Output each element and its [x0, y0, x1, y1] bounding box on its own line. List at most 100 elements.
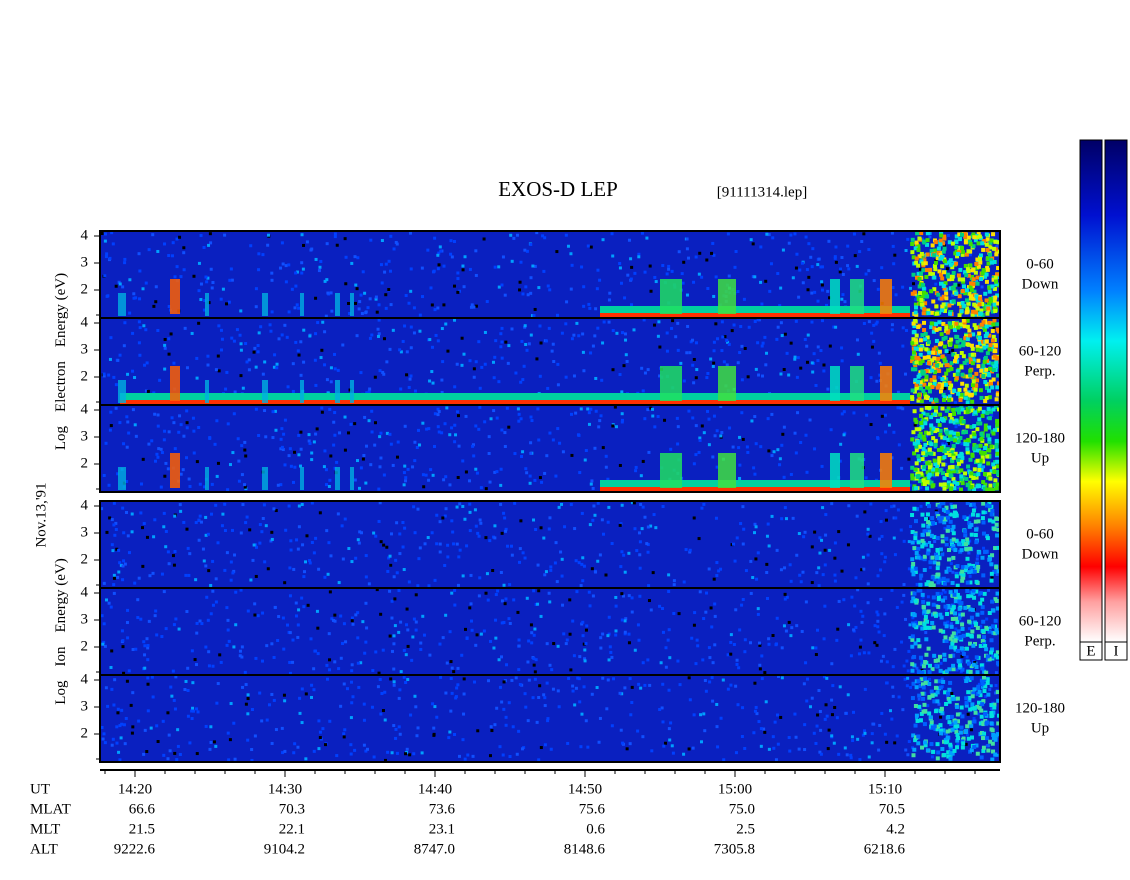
spectrogram-pixel [461, 505, 464, 508]
spectrogram-pixel [935, 364, 939, 368]
spectrogram-pixel [825, 677, 828, 680]
spectrogram-pixel [594, 377, 597, 380]
spectrogram-pixel [970, 393, 974, 397]
spectrogram-pixel [779, 457, 782, 460]
spectrogram-pixel [147, 683, 150, 686]
spectrogram-pixel [465, 470, 468, 473]
spectrogram-pixel [968, 263, 972, 267]
spectrogram-pixel [217, 462, 220, 465]
spectrogram-pixel [111, 543, 114, 546]
spectrogram-pixel [630, 266, 633, 269]
spectrogram-pixel [591, 519, 594, 522]
spectrogram-pixel [721, 335, 724, 338]
spectrogram-pixel [508, 583, 511, 586]
spectrogram-pixel [922, 664, 926, 668]
spectrogram-pixel [328, 479, 331, 482]
spectrogram-pixel [946, 275, 950, 279]
spectrogram-pixel [908, 567, 911, 570]
spectrogram-pixel [899, 406, 902, 409]
spectrogram-pixel [500, 655, 503, 658]
spectrogram-pixel [922, 311, 926, 315]
spectrogram-pixel [932, 595, 936, 599]
spectrogram-pixel [803, 723, 806, 726]
spectrogram-pixel [267, 234, 270, 237]
spectrogram-pixel [854, 254, 857, 257]
spectrogram-pixel [277, 484, 280, 487]
spectrogram-pixel [313, 650, 316, 653]
spectrogram-pixel [406, 628, 409, 631]
spectrogram-pixel [919, 298, 923, 302]
spectrogram-pixel [150, 727, 153, 730]
spectrogram-pixel [911, 634, 915, 638]
spectrogram-pixel [966, 483, 970, 487]
spectrogram-pixel [935, 339, 939, 343]
spectrogram-burst [118, 293, 126, 316]
spectrogram-pixel [863, 651, 866, 654]
spectrogram-pixel [950, 692, 953, 695]
spectrogram-pixel [780, 568, 783, 571]
spectrogram-pixel [578, 561, 581, 564]
spectrogram-pixel [928, 670, 932, 674]
spectrogram-pixel [134, 423, 137, 426]
spectrogram-pixel [424, 542, 427, 545]
spectrogram-pixel [146, 361, 149, 364]
spectrogram-pixel [693, 516, 696, 519]
spectrogram-pixel [837, 530, 840, 533]
spectrogram-pixel [711, 700, 714, 703]
spectrogram-pixel [872, 723, 875, 726]
spectrogram-pixel [512, 598, 515, 601]
spectrogram-pixel [154, 610, 157, 613]
spectrogram-pixel [382, 373, 385, 376]
spectrogram-pixel [930, 249, 934, 253]
spectrogram-pixel [672, 752, 675, 755]
spectrogram-pixel [933, 412, 937, 416]
spectrogram-pixel [988, 611, 992, 615]
spectrogram-pixel [959, 636, 963, 640]
spectrogram-pixel [195, 357, 198, 360]
spectrogram-pixel [581, 556, 584, 559]
spectrogram-pixel [926, 413, 930, 417]
spectrogram-pixel [228, 279, 231, 282]
spectrogram-pixel [931, 521, 935, 525]
spectrogram-pixel [268, 703, 271, 706]
spectrogram-pixel [141, 526, 144, 529]
spectrogram-pixel [642, 506, 645, 509]
spectrogram-pixel [439, 543, 442, 546]
spectrogram-pixel [923, 660, 927, 664]
spectrogram-pixel [240, 349, 243, 352]
spectrogram-pixel [314, 359, 317, 362]
spectrogram-pixel [329, 590, 332, 593]
spectrogram-pixel [627, 552, 630, 555]
spectrogram-pixel [729, 684, 732, 687]
spectrogram-pixel [197, 519, 200, 522]
spectrogram-pixel [356, 334, 359, 337]
spectrogram-pixel [990, 684, 993, 687]
spectrogram-pixel [982, 746, 986, 750]
spectrogram-pixel [444, 614, 447, 617]
spectrogram-pixel [635, 549, 638, 552]
spectrogram-pixel [330, 291, 333, 294]
spectrogram-pixel [820, 280, 823, 283]
spectrogram-pixel [333, 660, 336, 663]
spectrogram-pixel [504, 341, 507, 344]
spectrogram-pixel [967, 329, 971, 333]
spectrogram-pixel [929, 583, 933, 587]
spectrogram-pixel [290, 549, 293, 552]
spectrogram-pixel [412, 505, 415, 508]
spectrogram-pixel [714, 434, 717, 437]
spectrogram-pixel [480, 633, 483, 636]
spectrogram-pixel [916, 474, 920, 478]
spectrogram-pixel [811, 545, 814, 548]
spectrogram-pixel [737, 290, 740, 293]
spectrogram-pixel [935, 428, 939, 432]
spectrogram-pixel [270, 642, 273, 645]
spectrogram-pixel [510, 545, 513, 548]
spectrogram-pixel [474, 508, 477, 511]
spectrogram-pixel [351, 695, 354, 698]
spectrogram-pixel [499, 484, 502, 487]
spectrogram-pixel [151, 233, 154, 236]
spectrogram-pixel [926, 512, 930, 516]
panel-bg [100, 501, 1000, 588]
spectrogram-pixel [597, 425, 600, 428]
spectrogram-pixel [864, 732, 867, 735]
